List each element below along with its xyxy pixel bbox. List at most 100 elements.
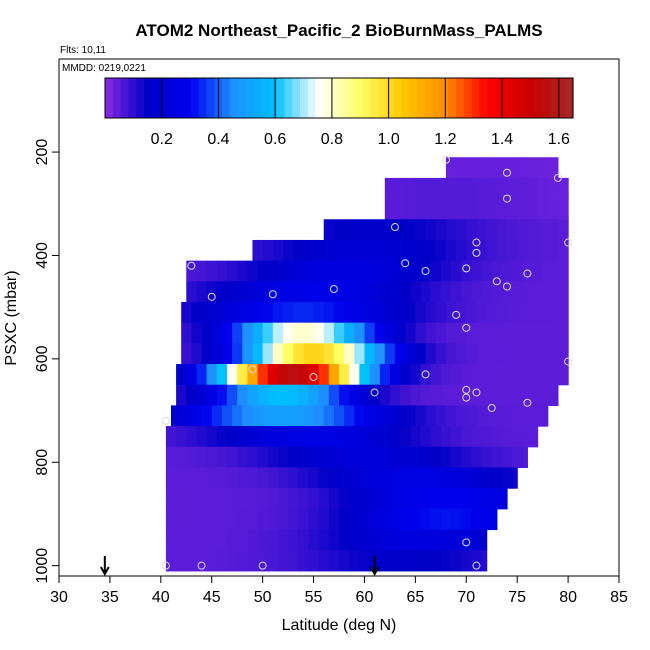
heatmap-cell [328, 550, 340, 572]
heatmap-cell [435, 177, 447, 200]
heatmap-cell [456, 157, 467, 179]
heatmap-cell [389, 446, 401, 469]
heatmap-cell [247, 488, 259, 510]
heatmap-cell [486, 177, 498, 200]
heatmap-cell [466, 219, 478, 241]
heatmap-cell [481, 446, 493, 469]
heatmap-cell [333, 405, 345, 427]
heatmap-cell [547, 157, 559, 179]
heatmap-cell [537, 301, 549, 324]
heatmap-cell [501, 467, 513, 489]
heatmap-cell [328, 260, 340, 282]
x-axis: 30 35 40 45 50 55 60 65 70 75 80 85 [50, 576, 628, 606]
heatmap-cell [415, 322, 427, 344]
heatmap-cell [339, 364, 350, 386]
heatmap-cell [349, 281, 360, 303]
heatmap-cell [466, 343, 478, 365]
heatmap-cell [563, 281, 569, 303]
heatmap-cell [298, 260, 310, 282]
heatmap-cell [395, 177, 406, 200]
heatmap-cell [267, 529, 279, 551]
heatmap-cell [461, 508, 472, 531]
colorbar-segment [284, 78, 293, 118]
heatmap-cell [400, 364, 411, 386]
sample-point [523, 269, 532, 278]
heatmap-cell [181, 405, 192, 427]
heatmap-cell [242, 343, 254, 365]
heatmap-cell [283, 343, 294, 365]
heatmap-cell [328, 426, 340, 448]
heatmap-cell [221, 343, 233, 365]
heatmap-cell [247, 281, 259, 303]
colorbar-segment [448, 78, 457, 118]
heatmap-cell [333, 239, 345, 262]
heatmap-cell [476, 157, 488, 179]
heatmap-cell [537, 177, 549, 200]
heatmap-cell [216, 550, 228, 572]
heatmap-cell [547, 343, 559, 365]
heatmap-cell [435, 239, 447, 262]
colorbar-segment [432, 78, 441, 118]
heatmap-cell [303, 322, 315, 344]
sample-point [421, 370, 430, 379]
x-tick-label: 85 [610, 589, 628, 606]
colorbar-tick-label: 1.2 [434, 131, 456, 148]
heatmap-cell [389, 281, 401, 303]
heatmap-cell [557, 343, 569, 365]
heatmap-cell [216, 260, 228, 282]
heatmap-cell [384, 405, 396, 427]
sample-point [472, 238, 481, 247]
heatmap-cell [293, 301, 304, 324]
heatmap-cell [277, 467, 289, 489]
heatmap-cell [532, 384, 544, 406]
heatmap-cell [227, 384, 238, 406]
sample-point [207, 292, 216, 301]
heatmap-cell [257, 426, 269, 448]
heatmap-cell [405, 219, 416, 241]
heatmap-cell [181, 301, 192, 324]
heatmap-cell [277, 488, 289, 510]
heatmap-cell [507, 157, 518, 179]
heatmap-cell [466, 322, 478, 344]
sample-point [472, 561, 481, 570]
heatmap-cell [267, 508, 279, 531]
heatmap-cell [303, 405, 315, 427]
heatmap-cell [532, 260, 544, 282]
heatmap-cell [532, 426, 539, 448]
heatmap-cell [527, 322, 539, 344]
colorbar-tick-label: 1.4 [491, 131, 513, 148]
heatmap-cell [425, 405, 437, 427]
heatmap-cell [501, 281, 513, 303]
heatmap-cell [369, 281, 381, 303]
heatmap-cell [547, 198, 559, 220]
heatmap-cell [298, 364, 310, 386]
heatmap-cell [486, 157, 498, 179]
heatmap-cell [410, 550, 422, 572]
heatmap-cell [257, 446, 269, 469]
colorbar-segment [534, 78, 543, 118]
heatmap-cell [537, 239, 549, 262]
heatmap-cell [165, 446, 177, 469]
sample-point [462, 385, 471, 394]
heatmap-cell [262, 343, 274, 365]
heatmap-cell [318, 281, 330, 303]
heatmap-cell [216, 446, 228, 469]
heatmap-cell [237, 529, 248, 551]
heatmap-cell [461, 467, 472, 489]
heatmap-cell [227, 426, 238, 448]
heatmap-cell [216, 488, 228, 510]
heatmap-cell [527, 219, 539, 241]
heatmap-cell [389, 467, 401, 489]
heatmap-cell [298, 550, 310, 572]
colorbar-segment [167, 78, 176, 118]
heatmap-cell [445, 239, 457, 262]
heatmap-cell [405, 322, 416, 344]
heatmap-cell [491, 446, 503, 469]
y-tick-label: 200 [34, 139, 51, 166]
heatmap-cell [430, 260, 442, 282]
heatmap-cell [227, 446, 238, 469]
heatmap-cell [262, 405, 274, 427]
heatmap-cell [354, 322, 366, 344]
heatmap-cell [221, 405, 233, 427]
heatmap-cell [527, 301, 539, 324]
